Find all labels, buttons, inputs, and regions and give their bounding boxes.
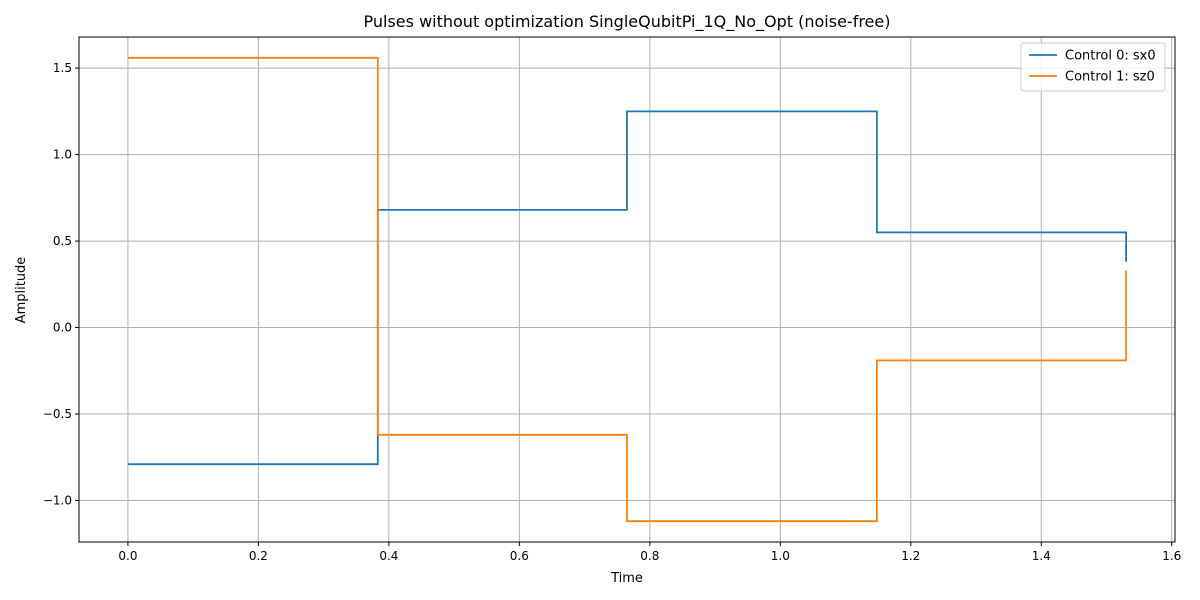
y-tick-label: −0.5 <box>43 407 72 421</box>
x-tick-label: 1.2 <box>901 549 920 563</box>
x-axis-label: Time <box>610 571 643 586</box>
legend: Control 0: sx0 Control 1: sz0 <box>1020 42 1166 92</box>
x-tick-label: 0.0 <box>118 549 137 563</box>
x-tick-label: 0.6 <box>510 549 529 563</box>
y-tick-label: 1.0 <box>53 148 72 162</box>
series-line-1 <box>127 56 1127 523</box>
legend-label-1: Control 1: sz0 <box>1065 70 1155 85</box>
x-tick-label: 1.4 <box>1032 549 1051 563</box>
y-tick-label: 0.0 <box>53 321 72 335</box>
plot-frame <box>78 36 1176 543</box>
x-tick-label: 0.2 <box>249 549 268 563</box>
y-tick-label: 0.5 <box>53 234 72 248</box>
x-tick-label: 0.4 <box>379 549 398 563</box>
x-axis-ticks: 0.0 0.2 0.4 0.6 0.8 1.0 1.2 1.4 1.6 <box>118 542 1181 563</box>
series-lines <box>127 56 1127 523</box>
x-tick-label: 1.6 <box>1162 549 1181 563</box>
chart-title: Pulses without optimization SingleQubitP… <box>364 12 891 32</box>
x-tick-label: 0.8 <box>640 549 659 563</box>
y-tick-label: −1.0 <box>43 493 72 507</box>
x-tick-label: 1.0 <box>771 549 790 563</box>
y-tick-label: 1.5 <box>53 61 72 75</box>
y-axis-label: Amplitude <box>14 257 29 324</box>
y-axis-ticks: −1.0 −0.5 0.0 0.5 1.0 1.5 <box>43 61 79 507</box>
legend-label-0: Control 0: sx0 <box>1065 49 1156 64</box>
